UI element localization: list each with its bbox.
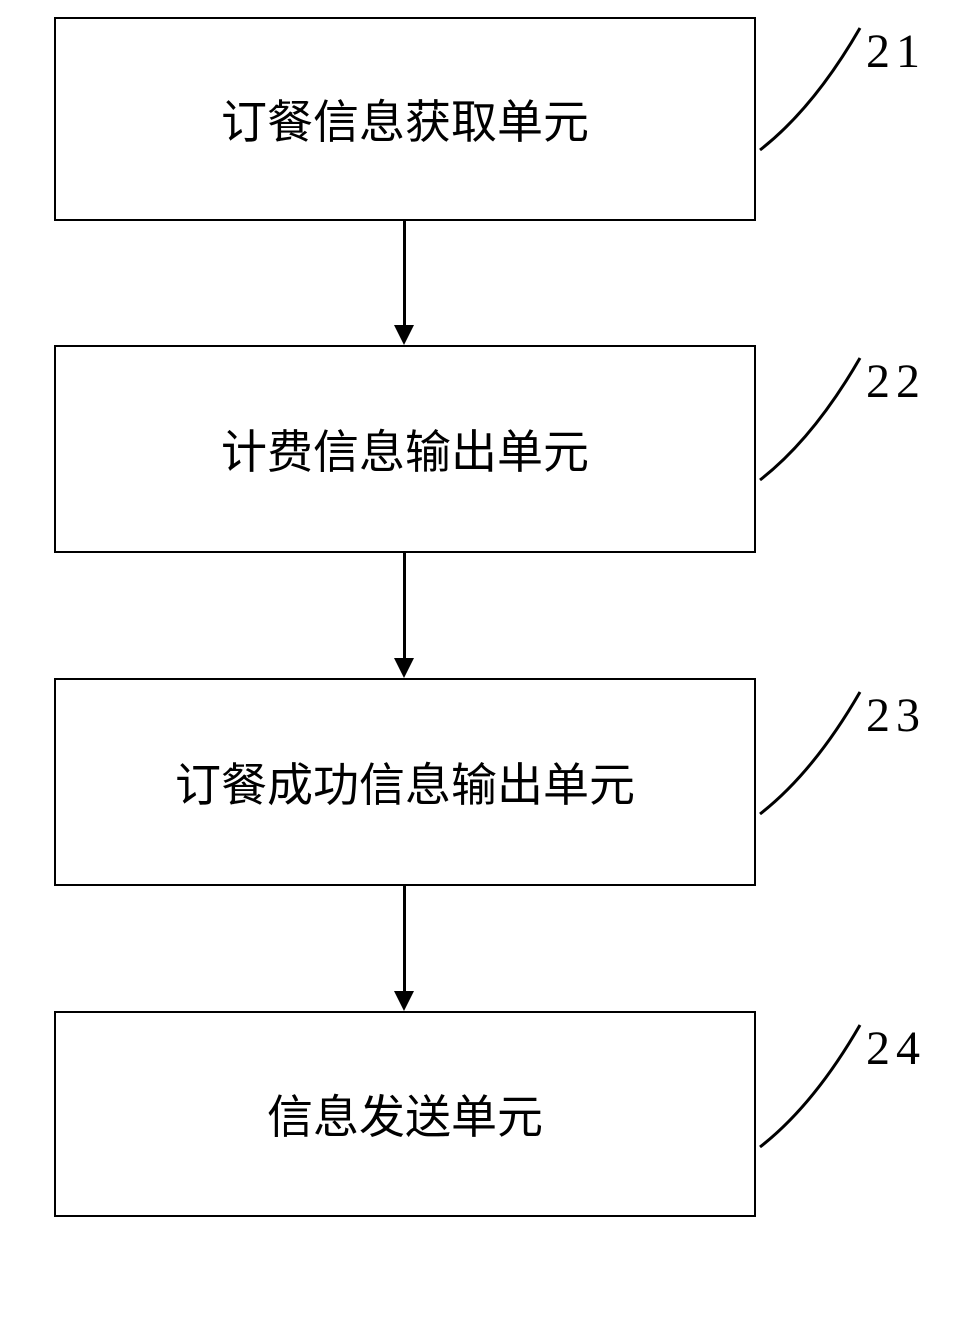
edge-2-3-line: [403, 553, 406, 658]
node-billing-info-output-label: 计费信息输出单元: [221, 416, 589, 482]
node-order-success-info-output-label: 订餐成功信息输出单元: [175, 749, 635, 815]
ref-curve-22: [756, 354, 866, 484]
ref-label-22: 22: [866, 354, 926, 409]
ref-curve-23: [756, 688, 866, 818]
edge-3-4-line: [403, 886, 406, 991]
ref-curve-21: [756, 24, 866, 154]
edge-3-4-head: [394, 991, 414, 1011]
ref-label-21: 21: [866, 24, 926, 79]
node-info-send: 信息发送单元: [54, 1011, 756, 1217]
edge-1-2-head: [394, 325, 414, 345]
node-info-send-label: 信息发送单元: [267, 1081, 543, 1147]
ref-label-24: 24: [866, 1021, 926, 1076]
edge-1-2-line: [403, 221, 406, 325]
node-order-info-acquire-label: 订餐信息获取单元: [221, 86, 589, 152]
node-order-info-acquire: 订餐信息获取单元: [54, 17, 756, 221]
node-billing-info-output: 计费信息输出单元: [54, 345, 756, 553]
node-order-success-info-output: 订餐成功信息输出单元: [54, 678, 756, 886]
edge-2-3-head: [394, 658, 414, 678]
ref-curve-24: [756, 1021, 866, 1151]
ref-label-23: 23: [866, 688, 926, 743]
flowchart-canvas: 订餐信息获取单元 21 计费信息输出单元 22 订餐成功信息输出单元 23 信息…: [0, 0, 974, 1319]
